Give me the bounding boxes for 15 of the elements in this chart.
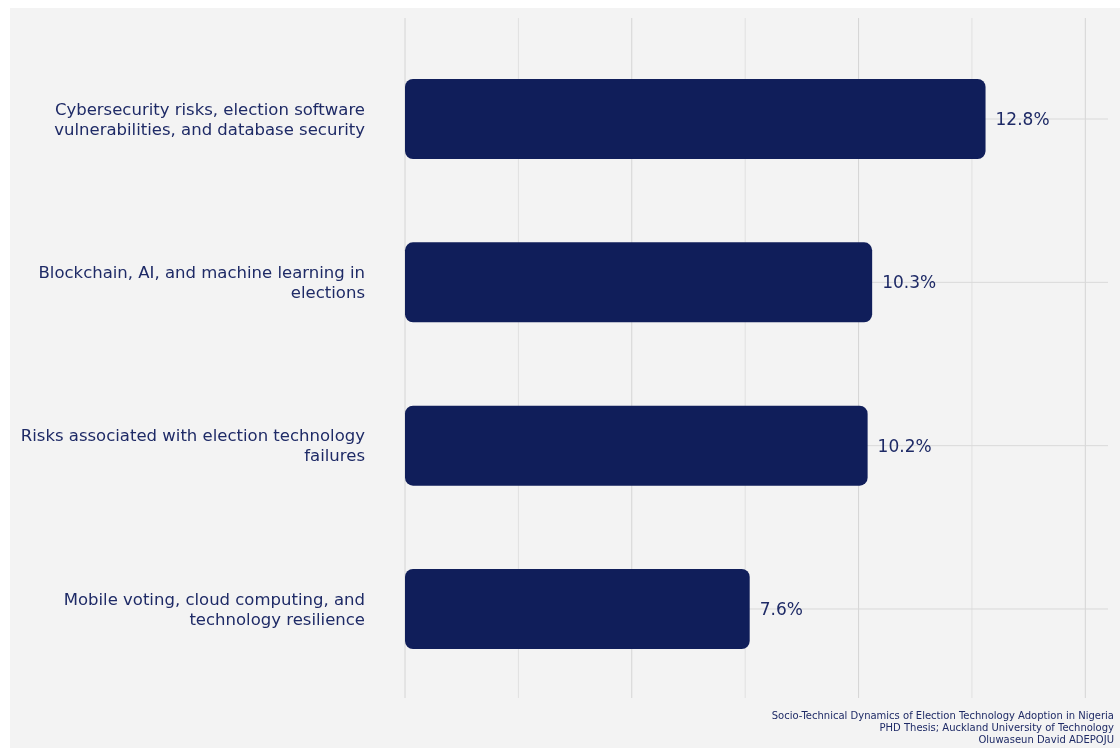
bar — [405, 242, 873, 323]
data-label: 7.6% — [759, 598, 803, 619]
data-label: 10.2% — [877, 435, 932, 456]
y-tick-label: Mobile voting, cloud computing, and technology resilience — [63, 589, 365, 629]
bar — [405, 568, 750, 649]
text: PHD Thesis; Auckland University of Technology — [879, 722, 1115, 733]
y-tick-label: Blockchain, AI, and machine learning in elections — [38, 263, 365, 303]
bar — [405, 405, 868, 486]
text: Oluwaseun David ADEPOJU — [978, 734, 1114, 745]
y-tick-label: Risks associated with election technology failures — [20, 426, 366, 466]
bar — [405, 79, 986, 160]
text: Socio-Technical Dynamics of Election Technology Adoption in Nigeria — [771, 710, 1114, 721]
data-label: 12.8% — [995, 108, 1050, 129]
data-label: 10.3% — [882, 272, 937, 293]
y-tick-label: Cybersecurity risks, election software vulnerabilities, and database security — [54, 99, 366, 139]
